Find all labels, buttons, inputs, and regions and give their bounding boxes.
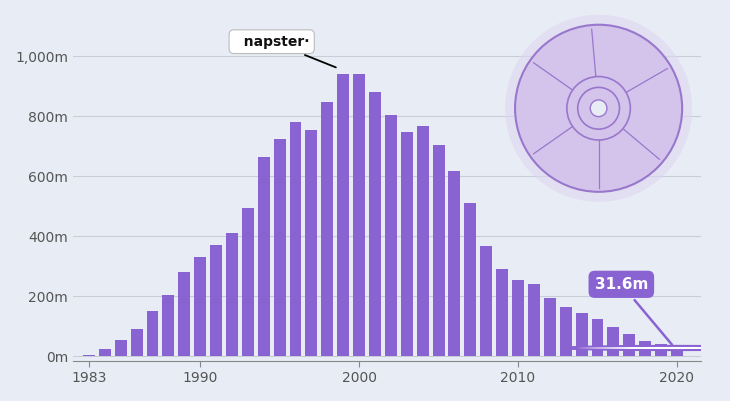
Bar xyxy=(433,145,445,356)
Bar xyxy=(401,132,412,356)
Bar xyxy=(512,280,524,356)
Bar xyxy=(417,126,429,356)
Bar xyxy=(671,347,683,356)
Bar xyxy=(337,75,349,356)
Bar xyxy=(226,233,238,356)
Bar xyxy=(607,327,619,356)
Bar xyxy=(369,91,381,356)
Bar xyxy=(131,329,142,356)
Bar xyxy=(290,122,301,356)
Bar xyxy=(385,115,397,356)
Bar xyxy=(321,102,334,356)
Circle shape xyxy=(505,15,692,202)
Bar xyxy=(162,295,174,356)
Bar xyxy=(353,73,365,356)
Bar xyxy=(655,344,667,356)
Bar xyxy=(623,334,635,356)
Bar xyxy=(576,314,588,356)
Bar xyxy=(178,272,191,356)
Circle shape xyxy=(563,346,730,350)
Bar xyxy=(99,349,111,356)
Bar xyxy=(258,157,269,356)
Bar xyxy=(274,139,285,356)
Circle shape xyxy=(515,25,682,192)
Bar xyxy=(560,307,572,356)
Bar xyxy=(639,341,651,356)
Bar xyxy=(464,203,476,356)
Bar xyxy=(194,257,206,356)
Circle shape xyxy=(591,100,607,117)
Bar xyxy=(591,319,604,356)
Bar xyxy=(242,208,254,356)
Circle shape xyxy=(567,77,630,140)
Bar xyxy=(528,284,540,356)
Bar xyxy=(305,130,318,356)
Bar xyxy=(480,245,492,356)
Bar xyxy=(147,311,158,356)
Text: napster·: napster· xyxy=(234,35,336,67)
Bar xyxy=(496,269,508,356)
Bar xyxy=(448,170,461,356)
Bar xyxy=(544,298,556,356)
Bar xyxy=(210,245,222,356)
Bar xyxy=(115,340,126,356)
Text: 31.6m: 31.6m xyxy=(595,277,672,345)
Circle shape xyxy=(577,87,620,129)
Bar xyxy=(83,355,95,356)
